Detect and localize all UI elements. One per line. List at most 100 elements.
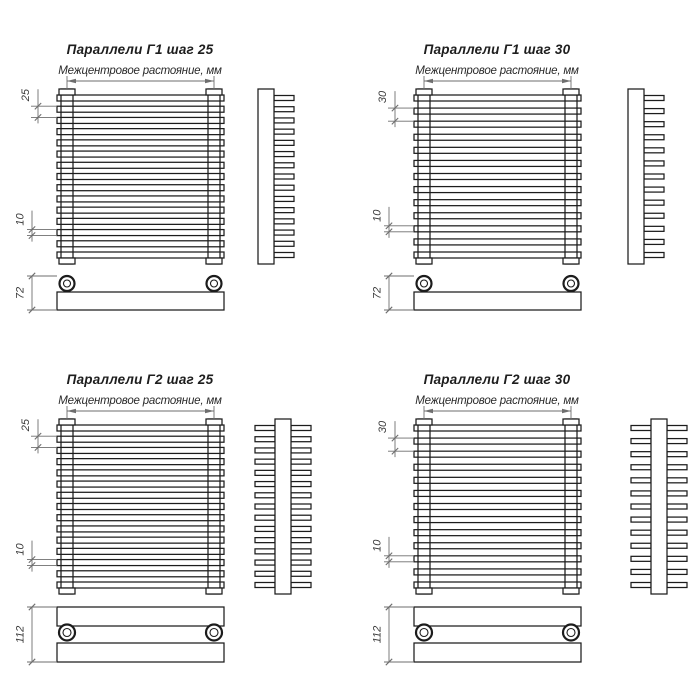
side-tab-right: [273, 207, 295, 214]
side-tab-left: [254, 424, 276, 432]
pipe-port-inner: [566, 627, 576, 638]
technical-drawing: 25 10 72: [15, 76, 295, 314]
variant-panel-g2-step30: Параллели Г2 шаг 30 Межцентровое растоян…: [372, 355, 700, 700]
tube-row: [413, 120, 582, 128]
side-tab-right: [290, 447, 312, 454]
side-view: [257, 88, 295, 265]
bottom-body-front: [413, 606, 582, 627]
tube-row: [56, 491, 225, 499]
tube-height-dimension: 10: [372, 536, 414, 568]
side-tab-left: [254, 469, 276, 476]
collector-cap: [415, 587, 433, 595]
side-tab-right: [666, 581, 688, 589]
side-tab-right: [643, 212, 665, 219]
side-tab-right: [666, 555, 688, 562]
side-tab-right: [273, 106, 295, 113]
tube-row: [413, 159, 582, 168]
side-tab-left: [630, 490, 652, 497]
tube-height-dimension-label: 10: [15, 212, 27, 225]
side-tab-right: [643, 94, 665, 102]
depth-dimension-label: 112: [15, 626, 27, 644]
tube-row: [56, 446, 225, 455]
side-tab-right: [290, 436, 312, 443]
collector-cap: [415, 257, 433, 265]
side-tab-right: [643, 107, 665, 115]
side-tab-right: [273, 128, 295, 135]
tube-height-dimension: 10: [372, 206, 414, 238]
depth-dimension-label: 72: [15, 287, 27, 299]
side-tab-left: [254, 436, 276, 443]
variant-panel-g1-step25: Параллели Г1 шаг 25 Межцентровое растоян…: [15, 25, 345, 370]
tube-row: [413, 185, 582, 194]
side-tab-right: [666, 542, 688, 549]
step-dimension-label: 25: [20, 418, 32, 432]
side-tab-left: [630, 437, 652, 445]
front-view: [56, 418, 225, 595]
tube-row: [56, 240, 225, 248]
tube-row: [56, 150, 225, 158]
side-tab-right: [290, 581, 312, 589]
center-distance-dimension: [66, 406, 215, 419]
collector-cap: [58, 257, 76, 265]
side-tab-left: [630, 529, 652, 536]
side-tab-right: [643, 251, 665, 259]
tube-height-dimension-label: 10: [372, 539, 384, 552]
side-tab-right: [643, 173, 665, 180]
arrow-right-icon: [562, 78, 571, 84]
collector-cap: [415, 88, 433, 96]
collector-cap: [205, 418, 223, 426]
tube-row: [56, 228, 225, 237]
side-tab-left: [630, 568, 652, 576]
tube-row: [56, 128, 225, 136]
tube-row: [413, 424, 582, 432]
variant-title: Параллели Г1 шаг 30: [423, 42, 571, 57]
pipe-port-inner: [209, 627, 219, 638]
tube-row: [413, 133, 582, 141]
side-tab-right: [643, 238, 665, 246]
tube-row: [56, 161, 225, 169]
tube-row: [413, 107, 582, 115]
side-tab-right: [643, 160, 665, 167]
step-dimension: 25: [20, 418, 57, 454]
collector-cap: [205, 88, 223, 96]
side-tab-right: [273, 150, 295, 158]
side-tab-right: [290, 570, 312, 577]
pipe-port-inner: [419, 627, 429, 638]
tube-row: [413, 199, 582, 207]
tube-row: [56, 502, 225, 511]
side-tab-right: [666, 424, 688, 432]
tube-row: [413, 212, 582, 220]
side-tab-left: [254, 548, 276, 555]
side-view: [627, 88, 665, 265]
tube-row: [56, 424, 225, 432]
step-dimension: 30: [377, 420, 414, 458]
tube-row: [413, 476, 582, 484]
side-tab-right: [643, 186, 665, 193]
side-tab-right: [273, 94, 295, 102]
side-tab-right: [290, 458, 312, 465]
variant-title: Параллели Г2 шаг 25: [66, 372, 214, 387]
variant-panel-g1-step30: Параллели Г1 шаг 30 Межцентровое растоян…: [372, 25, 700, 370]
side-tab-left: [630, 503, 652, 510]
center-distance-dimension: [423, 76, 572, 89]
depth-dimension: 112: [15, 603, 57, 666]
side-tab-right: [290, 559, 312, 566]
step-dimension: 25: [20, 88, 57, 124]
side-view: [254, 418, 312, 595]
variant-title: Параллели Г2 шаг 30: [423, 372, 571, 387]
bottom-view: [56, 274, 225, 311]
side-tab-left: [254, 559, 276, 566]
technical-drawing: 30 10 112: [372, 406, 688, 666]
side-tab-left: [630, 581, 652, 589]
collector-cap: [415, 418, 433, 426]
tube-row: [56, 469, 225, 477]
collector-cap: [562, 587, 580, 595]
side-tab-left: [254, 514, 276, 521]
tube-row: [56, 206, 225, 214]
side-tab-right: [666, 516, 688, 523]
collector-cap: [58, 418, 76, 426]
side-view: [630, 418, 688, 595]
side-tab-right: [666, 437, 688, 445]
side-tab-left: [254, 480, 276, 488]
side-tab-left: [254, 570, 276, 577]
